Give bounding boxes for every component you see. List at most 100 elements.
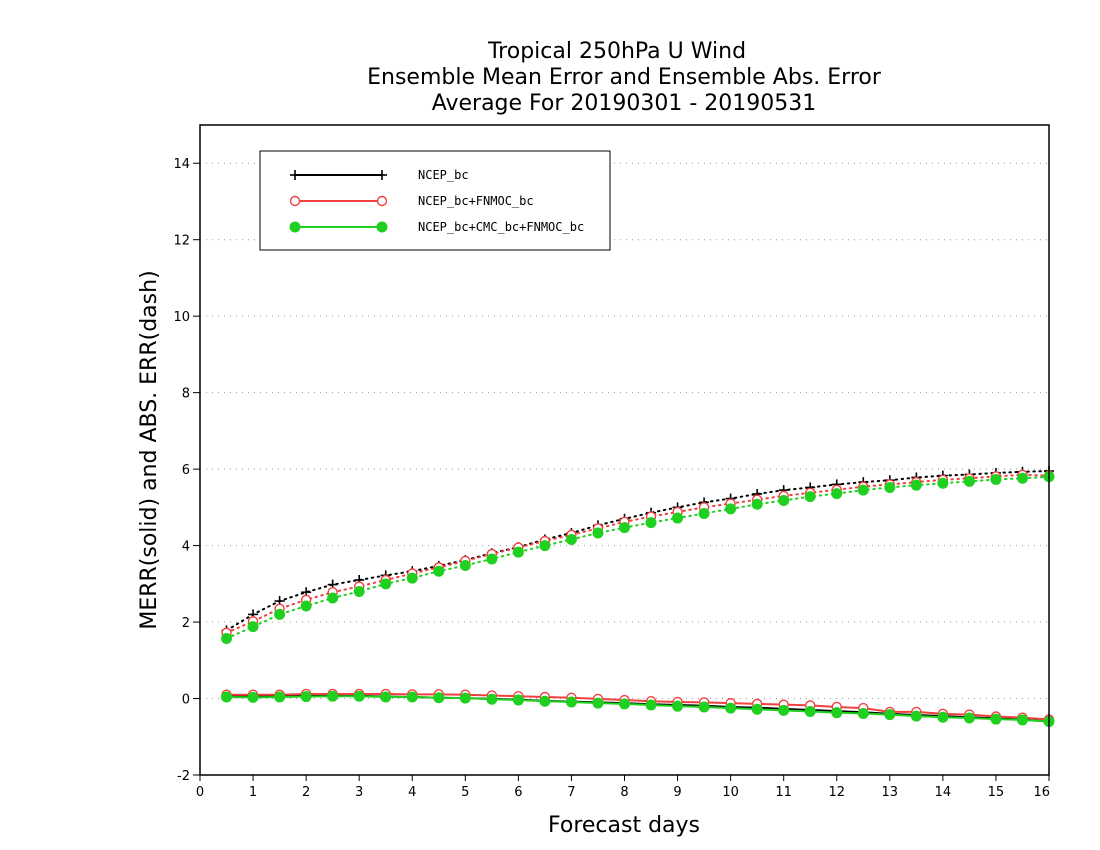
x-tick-label: 15 xyxy=(988,785,1005,800)
x-tick-label: 10 xyxy=(722,785,739,800)
legend: NCEP_bc NCEP_bc+FNMOC_bc NCEP_bc+CMC_bc+FN… xyxy=(259,150,611,251)
merr-point xyxy=(274,691,286,703)
x-tick-label: 11 xyxy=(775,785,792,800)
abs-err-point xyxy=(433,565,445,577)
merr-point xyxy=(884,709,896,721)
abs-err-point xyxy=(619,522,630,534)
abs-err-point xyxy=(698,507,710,519)
merr-point xyxy=(433,692,445,704)
abs-err-point xyxy=(645,517,657,529)
abs-err-point xyxy=(300,600,312,612)
legend-entry-2: NCEP_bc+CMC_bc+FNMOC_bc xyxy=(289,220,584,234)
x-tick-label: 14 xyxy=(935,785,952,800)
abs-err-line-1 xyxy=(225,473,1050,634)
legend-marker xyxy=(377,170,387,180)
x-tick-label: 5 xyxy=(461,785,469,800)
merr-point xyxy=(645,699,657,711)
merr-point xyxy=(380,691,392,703)
abs-err-point xyxy=(459,559,471,571)
merr-point xyxy=(619,698,630,710)
y-tick-label: 12 xyxy=(173,234,190,249)
y-tick-label: 6 xyxy=(182,463,190,478)
abs-err-point xyxy=(539,540,551,552)
x-tick-label: 16 xyxy=(1033,785,1050,800)
merr-point xyxy=(327,690,339,702)
abs-err-point xyxy=(353,585,365,597)
y-tick-label: 0 xyxy=(182,693,190,708)
abs-err-point xyxy=(884,481,896,493)
merr-point xyxy=(804,706,816,718)
series-layer xyxy=(221,466,1055,727)
x-tick-label: 13 xyxy=(882,785,899,800)
x-tick-label: 9 xyxy=(673,785,681,800)
abs-err-point xyxy=(327,592,339,604)
x-tick-label: 2 xyxy=(302,785,310,800)
abs-err-point xyxy=(990,473,1002,485)
x-tick-label: 8 xyxy=(620,785,628,800)
abs-err-point xyxy=(221,633,233,644)
abs-err-point xyxy=(406,572,418,584)
abs-err-point xyxy=(512,546,524,558)
abs-err-line-2 xyxy=(225,475,1050,640)
abs-err-point xyxy=(910,479,922,491)
x-tick-label: 4 xyxy=(408,785,416,800)
abs-err-line-0 xyxy=(225,470,1050,632)
abs-err-point xyxy=(1016,472,1028,484)
legend-marker xyxy=(376,221,388,233)
merr-point xyxy=(512,694,524,706)
y-tick-label: 14 xyxy=(173,157,190,172)
legend-marker xyxy=(290,170,300,180)
merr-point xyxy=(698,701,710,713)
abs-err-point xyxy=(804,491,816,503)
legend-label: NCEP_bc xyxy=(418,168,469,182)
merr-point xyxy=(406,691,418,703)
merr-point xyxy=(672,700,684,712)
series-0 xyxy=(221,466,1054,727)
abs-err-point xyxy=(725,503,737,515)
title-line-2: Ensemble Mean Error and Ensemble Abs. Er… xyxy=(367,65,882,90)
legend-label: NCEP_bc+CMC_bc+FNMOC_bc xyxy=(418,220,584,234)
series-2 xyxy=(221,471,1055,727)
gridlines xyxy=(200,162,1049,776)
x-tick-label: 12 xyxy=(828,785,845,800)
abs-err-point xyxy=(963,475,975,487)
merr-point xyxy=(592,697,604,709)
merr-line-0 xyxy=(226,694,1050,723)
abs-err-point xyxy=(778,494,790,506)
y-axis-title: MERR(solid) and ABS. ERR(dash) xyxy=(137,270,162,629)
abs-err-point xyxy=(672,512,684,524)
legend-marker xyxy=(289,221,301,233)
y-tick-label: -2 xyxy=(177,769,190,784)
legend-entry-1: NCEP_bc+FNMOC_bc xyxy=(289,194,534,208)
y-tick-label: 10 xyxy=(173,310,190,325)
merr-point xyxy=(990,713,1002,725)
merr-point xyxy=(1016,714,1028,726)
y-tick-label: 8 xyxy=(182,387,190,402)
merr-point xyxy=(963,712,975,724)
x-tick-label: 1 xyxy=(249,785,257,800)
abs-err-point xyxy=(565,533,577,545)
abs-err-point xyxy=(592,527,604,539)
abs-err-point xyxy=(247,621,259,633)
abs-err-point xyxy=(486,553,498,565)
y-tick-label: 4 xyxy=(182,540,190,555)
merr-point xyxy=(539,695,551,707)
merr-point xyxy=(725,702,737,714)
legend-entry-0: NCEP_bc xyxy=(290,168,469,182)
merr-point xyxy=(831,707,843,719)
merr-point xyxy=(300,691,312,703)
merr-point xyxy=(353,690,365,702)
legend-marker xyxy=(376,195,388,207)
title-line-1: Tropical 250hPa U Wind xyxy=(487,39,746,64)
merr-point xyxy=(937,711,949,723)
legend-marker xyxy=(289,195,301,207)
abs-err-point xyxy=(937,477,949,489)
abs-err-point xyxy=(831,488,843,500)
abs-err-point xyxy=(380,578,392,590)
title-line-3: Average For 20190301 - 20190531 xyxy=(432,91,817,116)
merr-point xyxy=(221,691,233,703)
merr-point xyxy=(459,692,471,704)
abs-err-point xyxy=(751,498,763,510)
